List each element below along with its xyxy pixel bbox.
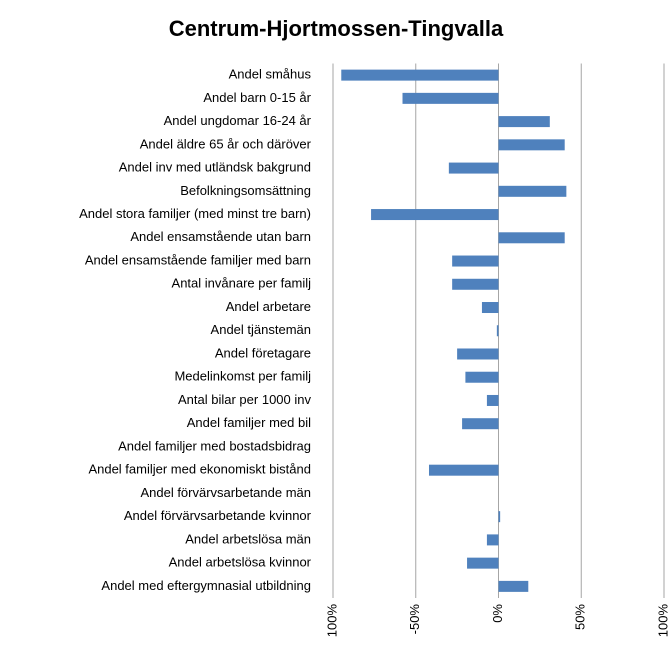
y-tick-label: Medelinkomst per familj	[174, 369, 311, 384]
bar	[465, 371, 499, 383]
x-tick-label: 100%	[324, 604, 339, 638]
x-tick-label: -50%	[407, 604, 422, 635]
bar	[457, 348, 499, 360]
bar	[428, 464, 499, 476]
x-tick-label: 100%	[655, 604, 670, 638]
y-tick-label: Andel förvärvsarbetande kvinnor	[124, 508, 312, 523]
x-tick-label: 50%	[573, 604, 588, 630]
bar	[448, 162, 499, 174]
y-tick-label: Andel småhus	[229, 67, 312, 82]
bar	[498, 511, 501, 523]
bar	[498, 232, 565, 244]
y-tick-label: Befolkningsomsättning	[180, 183, 311, 198]
y-tick-label: Andel med eftergymnasial utbildning	[101, 578, 311, 593]
y-tick-label: Andel ensamstående utan barn	[130, 229, 311, 244]
bar	[402, 92, 499, 104]
bar	[486, 534, 499, 546]
y-tick-label: Antal invånare per familj	[172, 276, 312, 291]
y-tick-label: Andel äldre 65 år och däröver	[140, 136, 312, 151]
y-tick-label: Andel familjer med ekonomiskt bistånd	[88, 462, 311, 477]
bar	[496, 325, 499, 337]
bar	[452, 278, 499, 290]
bar	[498, 185, 567, 197]
y-tick-label: Andel familjer med bil	[187, 415, 311, 430]
bar	[481, 302, 499, 314]
bar	[452, 255, 499, 267]
y-tick-label: Andel stora familjer (med minst tre barn…	[79, 206, 311, 221]
bar	[498, 139, 565, 151]
bar	[462, 418, 499, 430]
y-tick-label: Andel förvärvsarbetande män	[140, 485, 311, 500]
chart-title: Centrum-Hjortmossen-Tingvalla	[169, 16, 504, 41]
bar	[498, 580, 529, 592]
y-tick-label: Andel familjer med bostadsbidrag	[118, 438, 311, 453]
y-tick-label: Andel arbetslösa män	[185, 531, 311, 546]
y-tick-label: Andel ensamstående familjer med barn	[85, 252, 311, 267]
bar	[341, 69, 499, 81]
bar	[486, 394, 499, 406]
y-tick-label: Andel barn 0-15 år	[203, 90, 311, 105]
y-tick-label: Andel inv med utländsk bakgrund	[119, 160, 311, 175]
y-tick-label: Andel ungdomar 16-24 år	[164, 113, 312, 128]
bar	[467, 557, 499, 569]
bar	[498, 116, 550, 128]
y-tick-label: Andel arbetslösa kvinnor	[169, 555, 312, 570]
x-tick-label: 0%	[490, 604, 505, 623]
y-tick-label: Andel tjänstemän	[211, 322, 311, 337]
y-tick-label: Antal bilar per 1000 inv	[178, 392, 311, 407]
y-tick-label: Andel arbetare	[226, 299, 311, 314]
y-tick-label: Andel företagare	[215, 345, 311, 360]
bar	[371, 209, 499, 221]
